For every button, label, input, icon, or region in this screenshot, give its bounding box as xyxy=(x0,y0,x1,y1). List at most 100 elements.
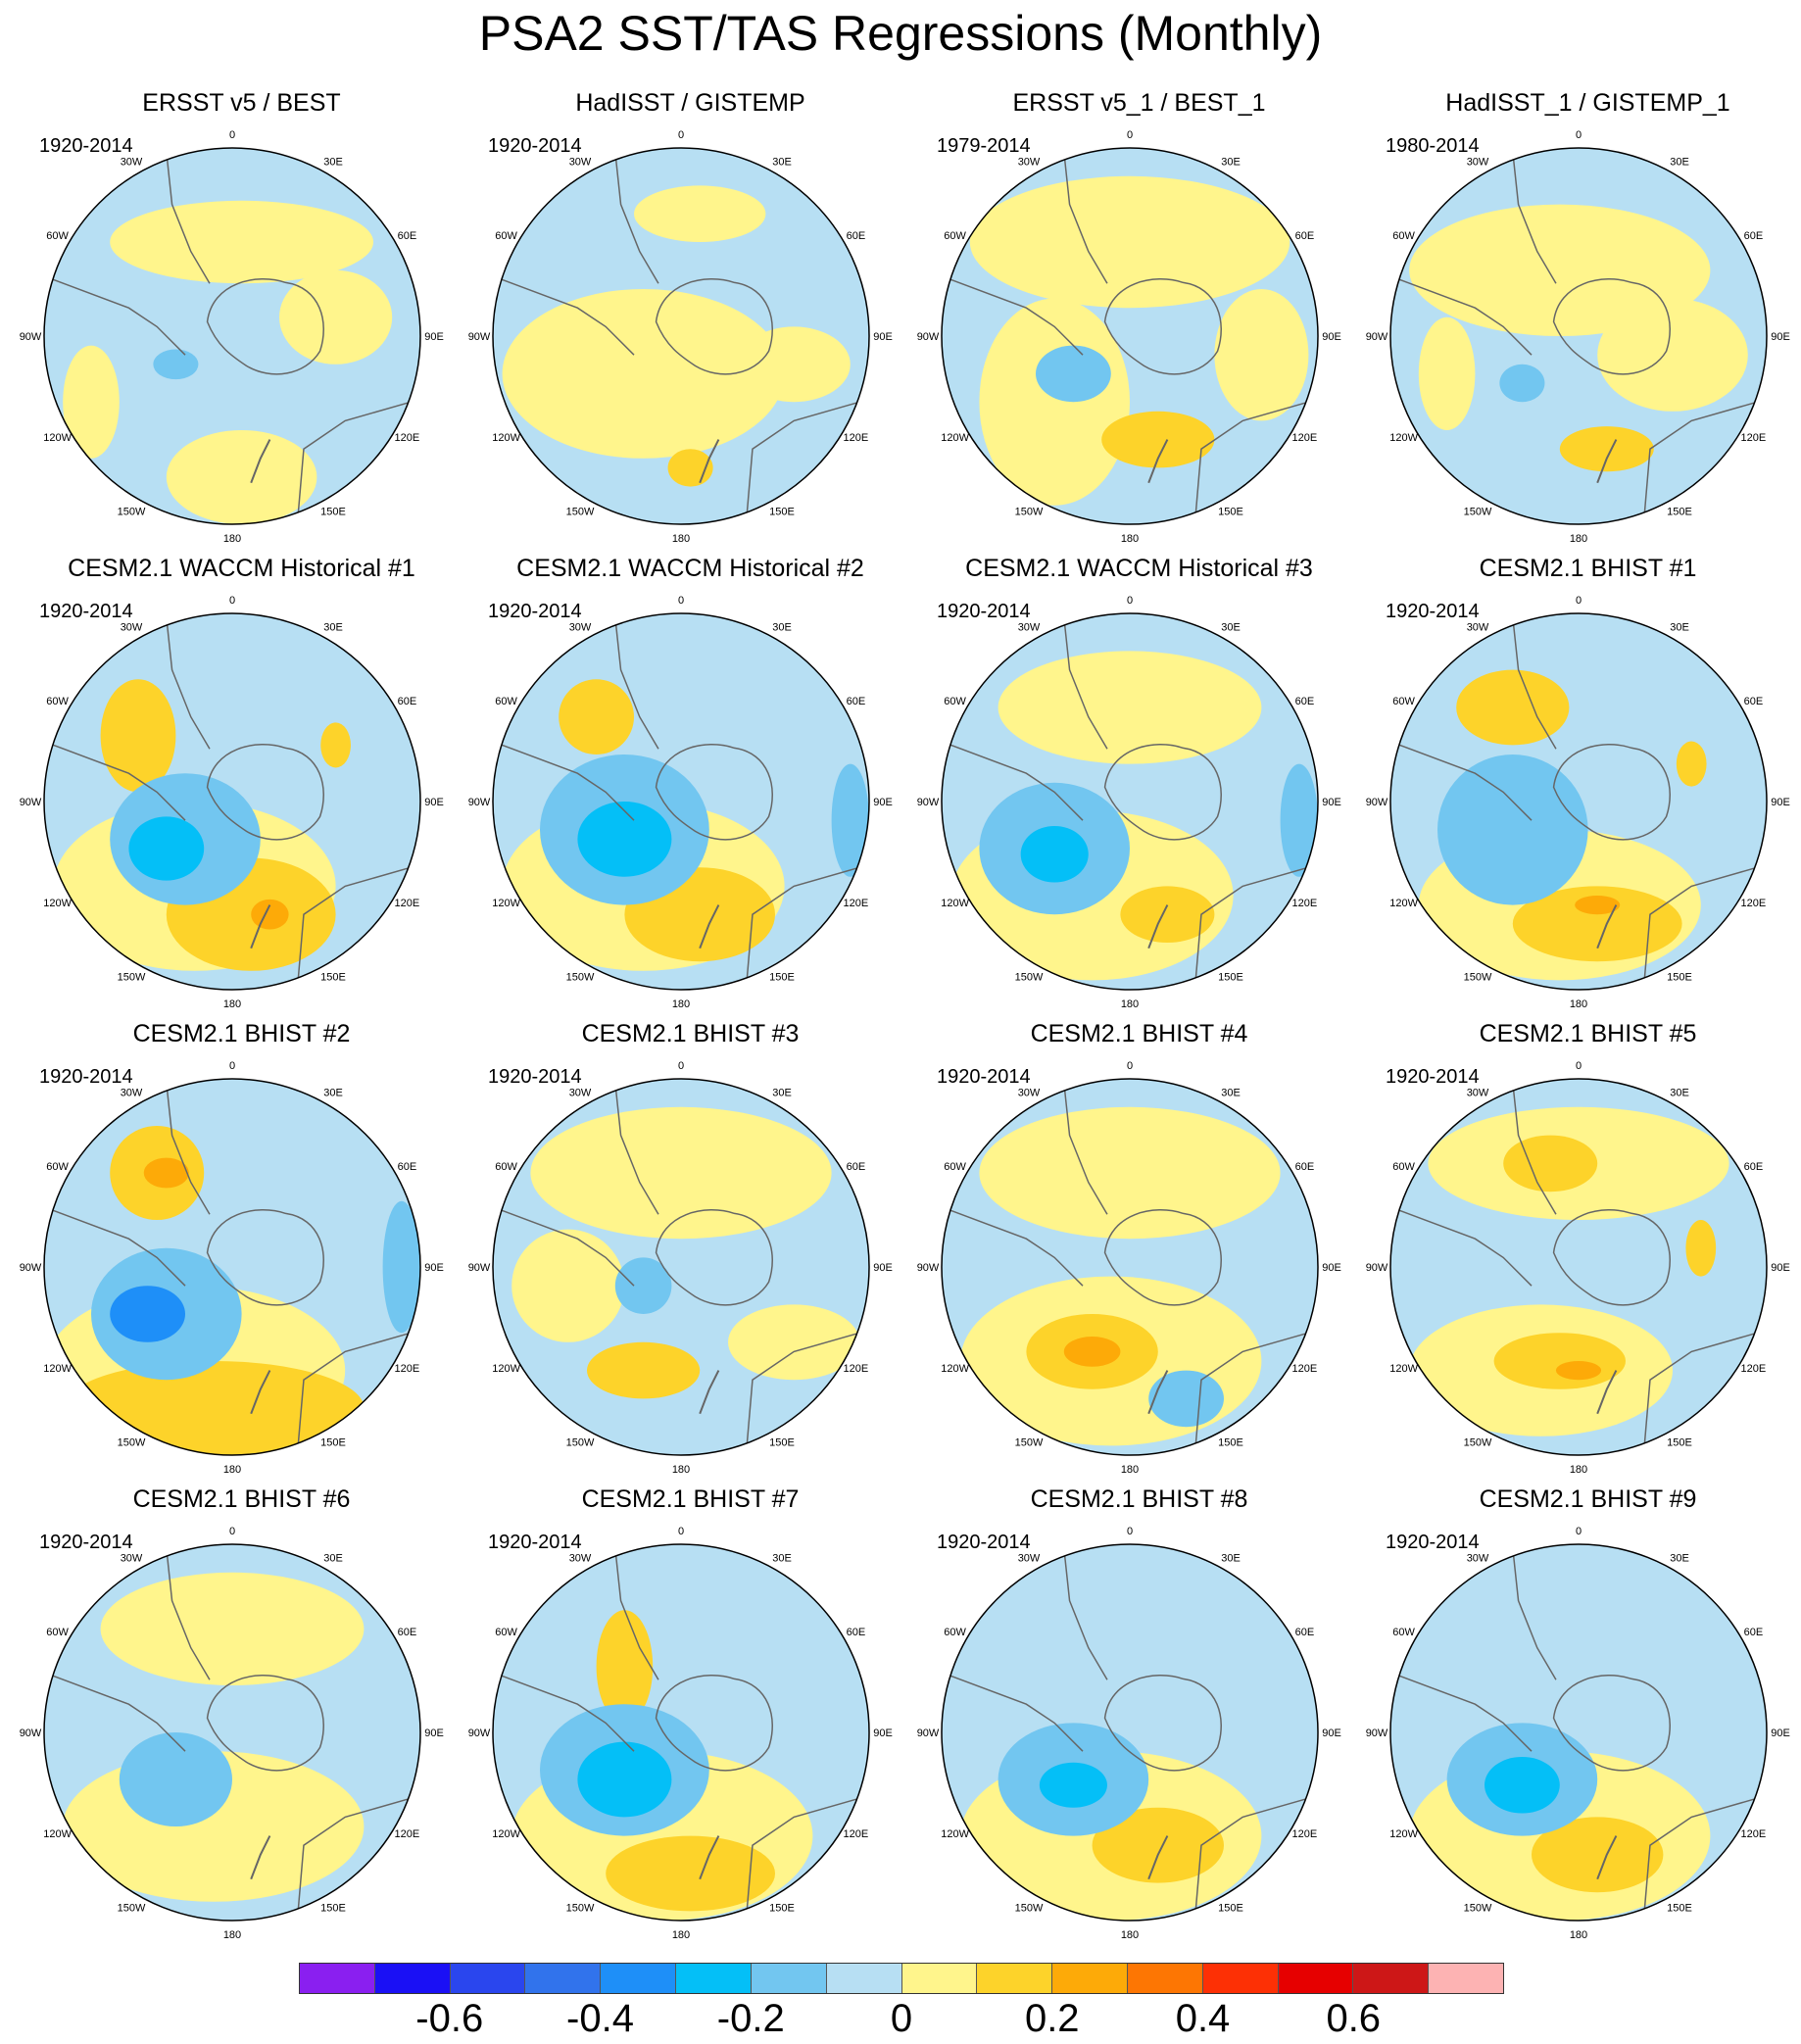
longitude-label: 0 xyxy=(1576,1526,1582,1537)
longitude-label: 60W xyxy=(944,696,966,707)
longitude-label: 120E xyxy=(844,898,869,909)
longitude-label: 120E xyxy=(395,432,420,444)
longitude-label: 60W xyxy=(944,1161,966,1173)
anomaly-contour xyxy=(1493,1333,1626,1389)
new-zealand-coastline xyxy=(699,904,720,949)
colorbar-tick-label: 0.4 xyxy=(1175,1997,1231,2040)
longitude-label: 180 xyxy=(1121,1464,1139,1476)
longitude-label: 90W xyxy=(917,1728,940,1739)
australia-coastline xyxy=(297,1797,412,1912)
longitude-label: 90W xyxy=(20,331,42,343)
australia-coastline xyxy=(297,1332,412,1446)
panel-title: CESM2.1 BHIST #3 xyxy=(581,1020,800,1047)
longitude-label: 120W xyxy=(492,1363,520,1375)
longitude-label: 90W xyxy=(20,797,42,808)
polar-map: 0 30E 60E 90E 120E 150E 180 150W 120W 90W 60W 30W xyxy=(917,595,1341,1010)
longitude-label: 60E xyxy=(847,696,866,707)
longitude-label: 150E xyxy=(1667,1436,1692,1448)
africa-coastline xyxy=(1063,151,1108,284)
antarctica-coastline xyxy=(1552,1209,1671,1306)
panel-title: HadISST_1 / GISTEMP_1 xyxy=(1445,89,1730,117)
longitude-label: 120W xyxy=(1389,432,1418,444)
panel-title: HadISST / GISTEMP xyxy=(575,89,805,117)
colorbar-swatch xyxy=(450,1964,526,1993)
africa-coastline xyxy=(1063,616,1108,750)
longitude-label: 60W xyxy=(495,1627,517,1638)
anomaly-contour xyxy=(166,430,317,524)
longitude-label: 60E xyxy=(1295,230,1315,242)
longitude-label: 0 xyxy=(1127,595,1133,607)
new-zealand-coastline xyxy=(1147,1835,1169,1880)
longitude-label: 120W xyxy=(492,432,520,444)
anomaly-contour xyxy=(1437,754,1588,905)
longitude-label: 30E xyxy=(1221,157,1241,169)
longitude-label: 180 xyxy=(1570,533,1587,545)
longitude-label: 90W xyxy=(468,797,491,808)
longitude-label: 60W xyxy=(1392,230,1415,242)
antarctica-coastline xyxy=(206,1209,324,1306)
new-zealand-coastline xyxy=(1596,1835,1618,1880)
map-panel: ERSST v5 / BEST 0 30E 60E 90E 120E 150E 180 150W… xyxy=(2,88,452,554)
longitude-label: 180 xyxy=(672,533,690,545)
longitude-label: 120E xyxy=(1741,1363,1767,1375)
longitude-label: 120W xyxy=(492,898,520,909)
period-label: 1920-2014 xyxy=(1386,601,1480,622)
polar-map: 0 30E 60E 90E 120E 150E 180 150W 120W 90W 60W 30W xyxy=(1366,1526,1790,1941)
longitude-label: 60W xyxy=(1392,696,1415,707)
longitude-label: 90W xyxy=(917,1262,940,1274)
anomaly-contour xyxy=(1036,345,1111,403)
longitude-label: 90E xyxy=(424,1262,444,1274)
longitude-label: 0 xyxy=(1576,129,1582,141)
colorbar-swatch xyxy=(1127,1964,1203,1993)
antarctica-coastline xyxy=(206,744,324,841)
map-boundary xyxy=(1389,147,1768,525)
colorbar-swatch xyxy=(977,1964,1053,1993)
longitude-label: 60E xyxy=(398,230,417,242)
longitude-label: 30W xyxy=(1467,157,1489,169)
anomaly-contour xyxy=(1532,1817,1664,1893)
map-boundary xyxy=(492,147,870,525)
anomaly-contour xyxy=(119,1732,232,1826)
panel-title: CESM2.1 BHIST #9 xyxy=(1479,1485,1697,1513)
panel-grid: ERSST v5 / BEST 0 30E 60E 90E 120E 150E 180 150W… xyxy=(2,88,1790,1950)
map-panel: CESM2.1 BHIST #8 0 30E 60E 90E 120E 150E 180 150… xyxy=(900,1484,1349,1950)
africa-coastline xyxy=(1512,151,1557,284)
longitude-label: 60E xyxy=(1744,1627,1764,1638)
new-zealand-coastline xyxy=(699,1835,720,1880)
anomaly-contour xyxy=(1456,669,1570,746)
longitude-label: 120W xyxy=(1389,1363,1418,1375)
anomaly-contour xyxy=(502,289,785,459)
longitude-label: 90E xyxy=(1771,797,1790,808)
period-label: 1920-2014 xyxy=(937,601,1031,622)
period-label: 1920-2014 xyxy=(488,135,582,157)
map-panel: ERSST v5_1 / BEST_1 0 30E 60E 90E 120E 150E 180… xyxy=(900,88,1349,554)
map-panel: CESM2.1 BHIST #2 0 30E 60E 90E 120E 150E 180 150… xyxy=(2,1019,452,1484)
period-label: 1920-2014 xyxy=(488,1532,582,1553)
longitude-label: 60W xyxy=(46,1627,69,1638)
anomaly-contour xyxy=(634,185,766,242)
longitude-label: 150E xyxy=(1218,506,1243,517)
longitude-label: 180 xyxy=(672,998,690,1010)
longitude-label: 30W xyxy=(569,622,592,634)
anomaly-contour xyxy=(511,1229,625,1342)
colorbar-swatch xyxy=(901,1964,978,1993)
longitude-label: 120E xyxy=(1741,898,1767,909)
longitude-label: 150E xyxy=(769,1902,795,1914)
africa-coastline xyxy=(1063,1547,1108,1680)
period-label: 1920-2014 xyxy=(39,1532,133,1553)
longitude-label: 120E xyxy=(1741,432,1767,444)
longitude-label: 60E xyxy=(398,696,417,707)
longitude-label: 150E xyxy=(1218,1436,1243,1448)
panel-title: CESM2.1 WACCM Historical #1 xyxy=(68,555,415,582)
longitude-label: 60E xyxy=(847,1161,866,1173)
longitude-label: 30E xyxy=(1221,1553,1241,1565)
panel-title: CESM2.1 BHIST #7 xyxy=(581,1485,800,1513)
australia-coastline xyxy=(1643,866,1758,981)
anomaly-contour xyxy=(100,679,176,793)
longitude-label: 0 xyxy=(678,1526,684,1537)
period-label: 1920-2014 xyxy=(39,135,133,157)
longitude-label: 60W xyxy=(944,1627,966,1638)
new-zealand-coastline xyxy=(1596,1370,1618,1415)
africa-coastline xyxy=(1512,616,1557,750)
period-label: 1920-2014 xyxy=(1386,1532,1480,1553)
